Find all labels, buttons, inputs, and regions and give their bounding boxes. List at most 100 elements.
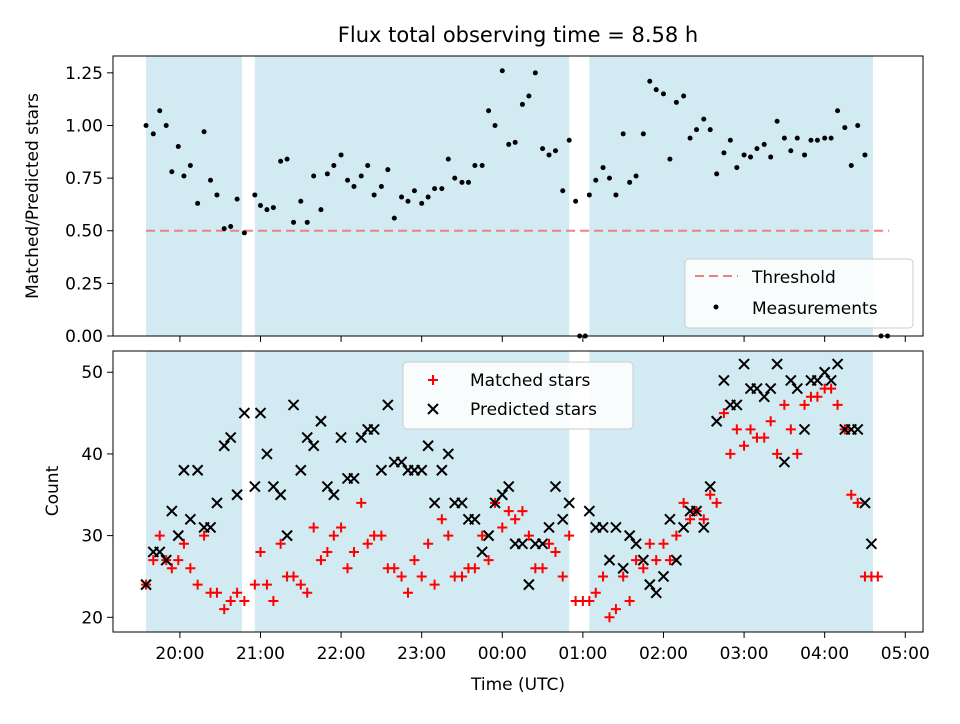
top-x-ticks — [179, 336, 906, 342]
measurement-point — [560, 188, 566, 194]
measurement-point — [338, 152, 344, 158]
shaded-interval — [146, 351, 242, 632]
measurement-point — [681, 93, 687, 99]
predicted-star-point — [321, 480, 334, 493]
matched-star-point — [315, 555, 326, 566]
predicted-star-point — [704, 480, 716, 493]
measurement-point — [552, 148, 558, 154]
matched-star-point — [211, 587, 222, 598]
matched-star-point — [416, 571, 427, 582]
matched-star-point — [503, 506, 514, 517]
matched-star-point — [423, 538, 434, 549]
matched-star-point — [705, 489, 716, 500]
x-tick-label: 00:00 — [478, 644, 527, 664]
predicted-star-point — [281, 529, 293, 542]
measurement-point — [311, 173, 317, 179]
measurement-point — [214, 192, 220, 198]
predicted-star-point — [274, 489, 287, 501]
x-tick-label: 23:00 — [397, 644, 446, 664]
measurement-point — [627, 179, 633, 185]
matched-star-point — [832, 399, 843, 410]
measurement-point — [175, 144, 181, 150]
measurement-point — [378, 184, 384, 190]
measurement-point — [593, 177, 599, 183]
predicted-star-point — [238, 407, 251, 419]
top-legend: Threshold Measurements — [684, 258, 914, 329]
measurement-point — [788, 148, 794, 154]
measurement-point — [748, 154, 754, 160]
matched-star-point — [678, 497, 689, 508]
x-tick-label: 20:00 — [155, 644, 204, 664]
predicted-star-point — [597, 521, 609, 534]
measurement-point — [835, 108, 841, 114]
predicted-star-point — [664, 513, 676, 525]
measurement-point — [187, 162, 193, 168]
matched-star-point — [792, 448, 803, 459]
predicted-star-point — [731, 399, 743, 411]
matched-star-point — [644, 538, 655, 549]
matched-star-point — [812, 391, 823, 402]
measurement-point — [640, 131, 646, 137]
matched-star-point — [402, 587, 413, 598]
predicted-star-point — [482, 529, 495, 542]
measurement-point — [452, 175, 458, 181]
legend-measurements-symbol — [713, 304, 719, 310]
measurement-point — [419, 200, 425, 206]
matched-star-point — [685, 514, 696, 525]
measurement-point — [439, 186, 445, 192]
matched-star-point — [483, 555, 494, 566]
measurement-point — [241, 230, 247, 236]
matched-star-point — [148, 555, 159, 566]
measurement-point — [620, 131, 626, 137]
measurement-point — [734, 165, 740, 171]
predicted-star-point — [355, 431, 367, 444]
predicted-star-point — [825, 374, 837, 387]
matched-star-point — [249, 579, 260, 590]
measurement-point — [163, 122, 169, 128]
measurement-point — [761, 141, 767, 147]
bottom-legend-box — [402, 361, 634, 430]
matched-star-point — [302, 587, 313, 598]
legend-predicted-symbol — [427, 403, 439, 415]
measurement-point — [653, 87, 659, 93]
measurement-point — [842, 125, 848, 131]
predicted-star-point — [456, 497, 468, 509]
x-tick-label: 04:00 — [800, 644, 849, 664]
predicted-star-point — [610, 521, 622, 534]
measurement-point — [707, 127, 713, 133]
measurement-point — [208, 177, 214, 183]
matched-star-point — [765, 416, 776, 427]
measurement-point — [181, 173, 187, 179]
matched-star-point — [192, 579, 203, 590]
predicted-star-point — [442, 448, 454, 460]
predicted-star-point — [249, 480, 261, 493]
predicted-star-point — [368, 423, 380, 436]
measurement-point — [411, 188, 417, 194]
measurement-point — [822, 135, 828, 141]
matched-star-point — [698, 514, 709, 525]
matched-star-point — [232, 587, 243, 598]
matched-star-point — [322, 546, 333, 557]
measurement-point — [345, 177, 351, 183]
matched-star-point — [759, 432, 770, 443]
matched-star-point — [255, 546, 266, 557]
matched-star-point — [584, 595, 595, 606]
predicted-star-point — [375, 464, 388, 476]
measurement-points — [143, 68, 891, 339]
predicted-star-point — [778, 456, 791, 468]
y-tick-label: 0.00 — [65, 327, 103, 347]
measurement-point — [365, 162, 371, 168]
predicted-star-point — [335, 431, 347, 444]
matched-star-point — [166, 563, 177, 574]
matched-star-point — [268, 595, 279, 606]
measurement-point — [465, 179, 471, 185]
predicted-star-point — [191, 464, 204, 476]
measurement-point — [600, 165, 606, 171]
y-tick-label: 30 — [81, 527, 103, 547]
ratio-panel: 0.00 0.25 0.50 0.75 1.00 1.25 Matched/Predict… — [23, 55, 924, 347]
measurement-point — [802, 152, 808, 158]
matched-star-point — [510, 514, 521, 525]
top-y-axis-label: Matched/Predicted stars — [23, 93, 43, 299]
predicted-star-point — [496, 489, 508, 501]
predicted-star-point — [785, 374, 797, 387]
